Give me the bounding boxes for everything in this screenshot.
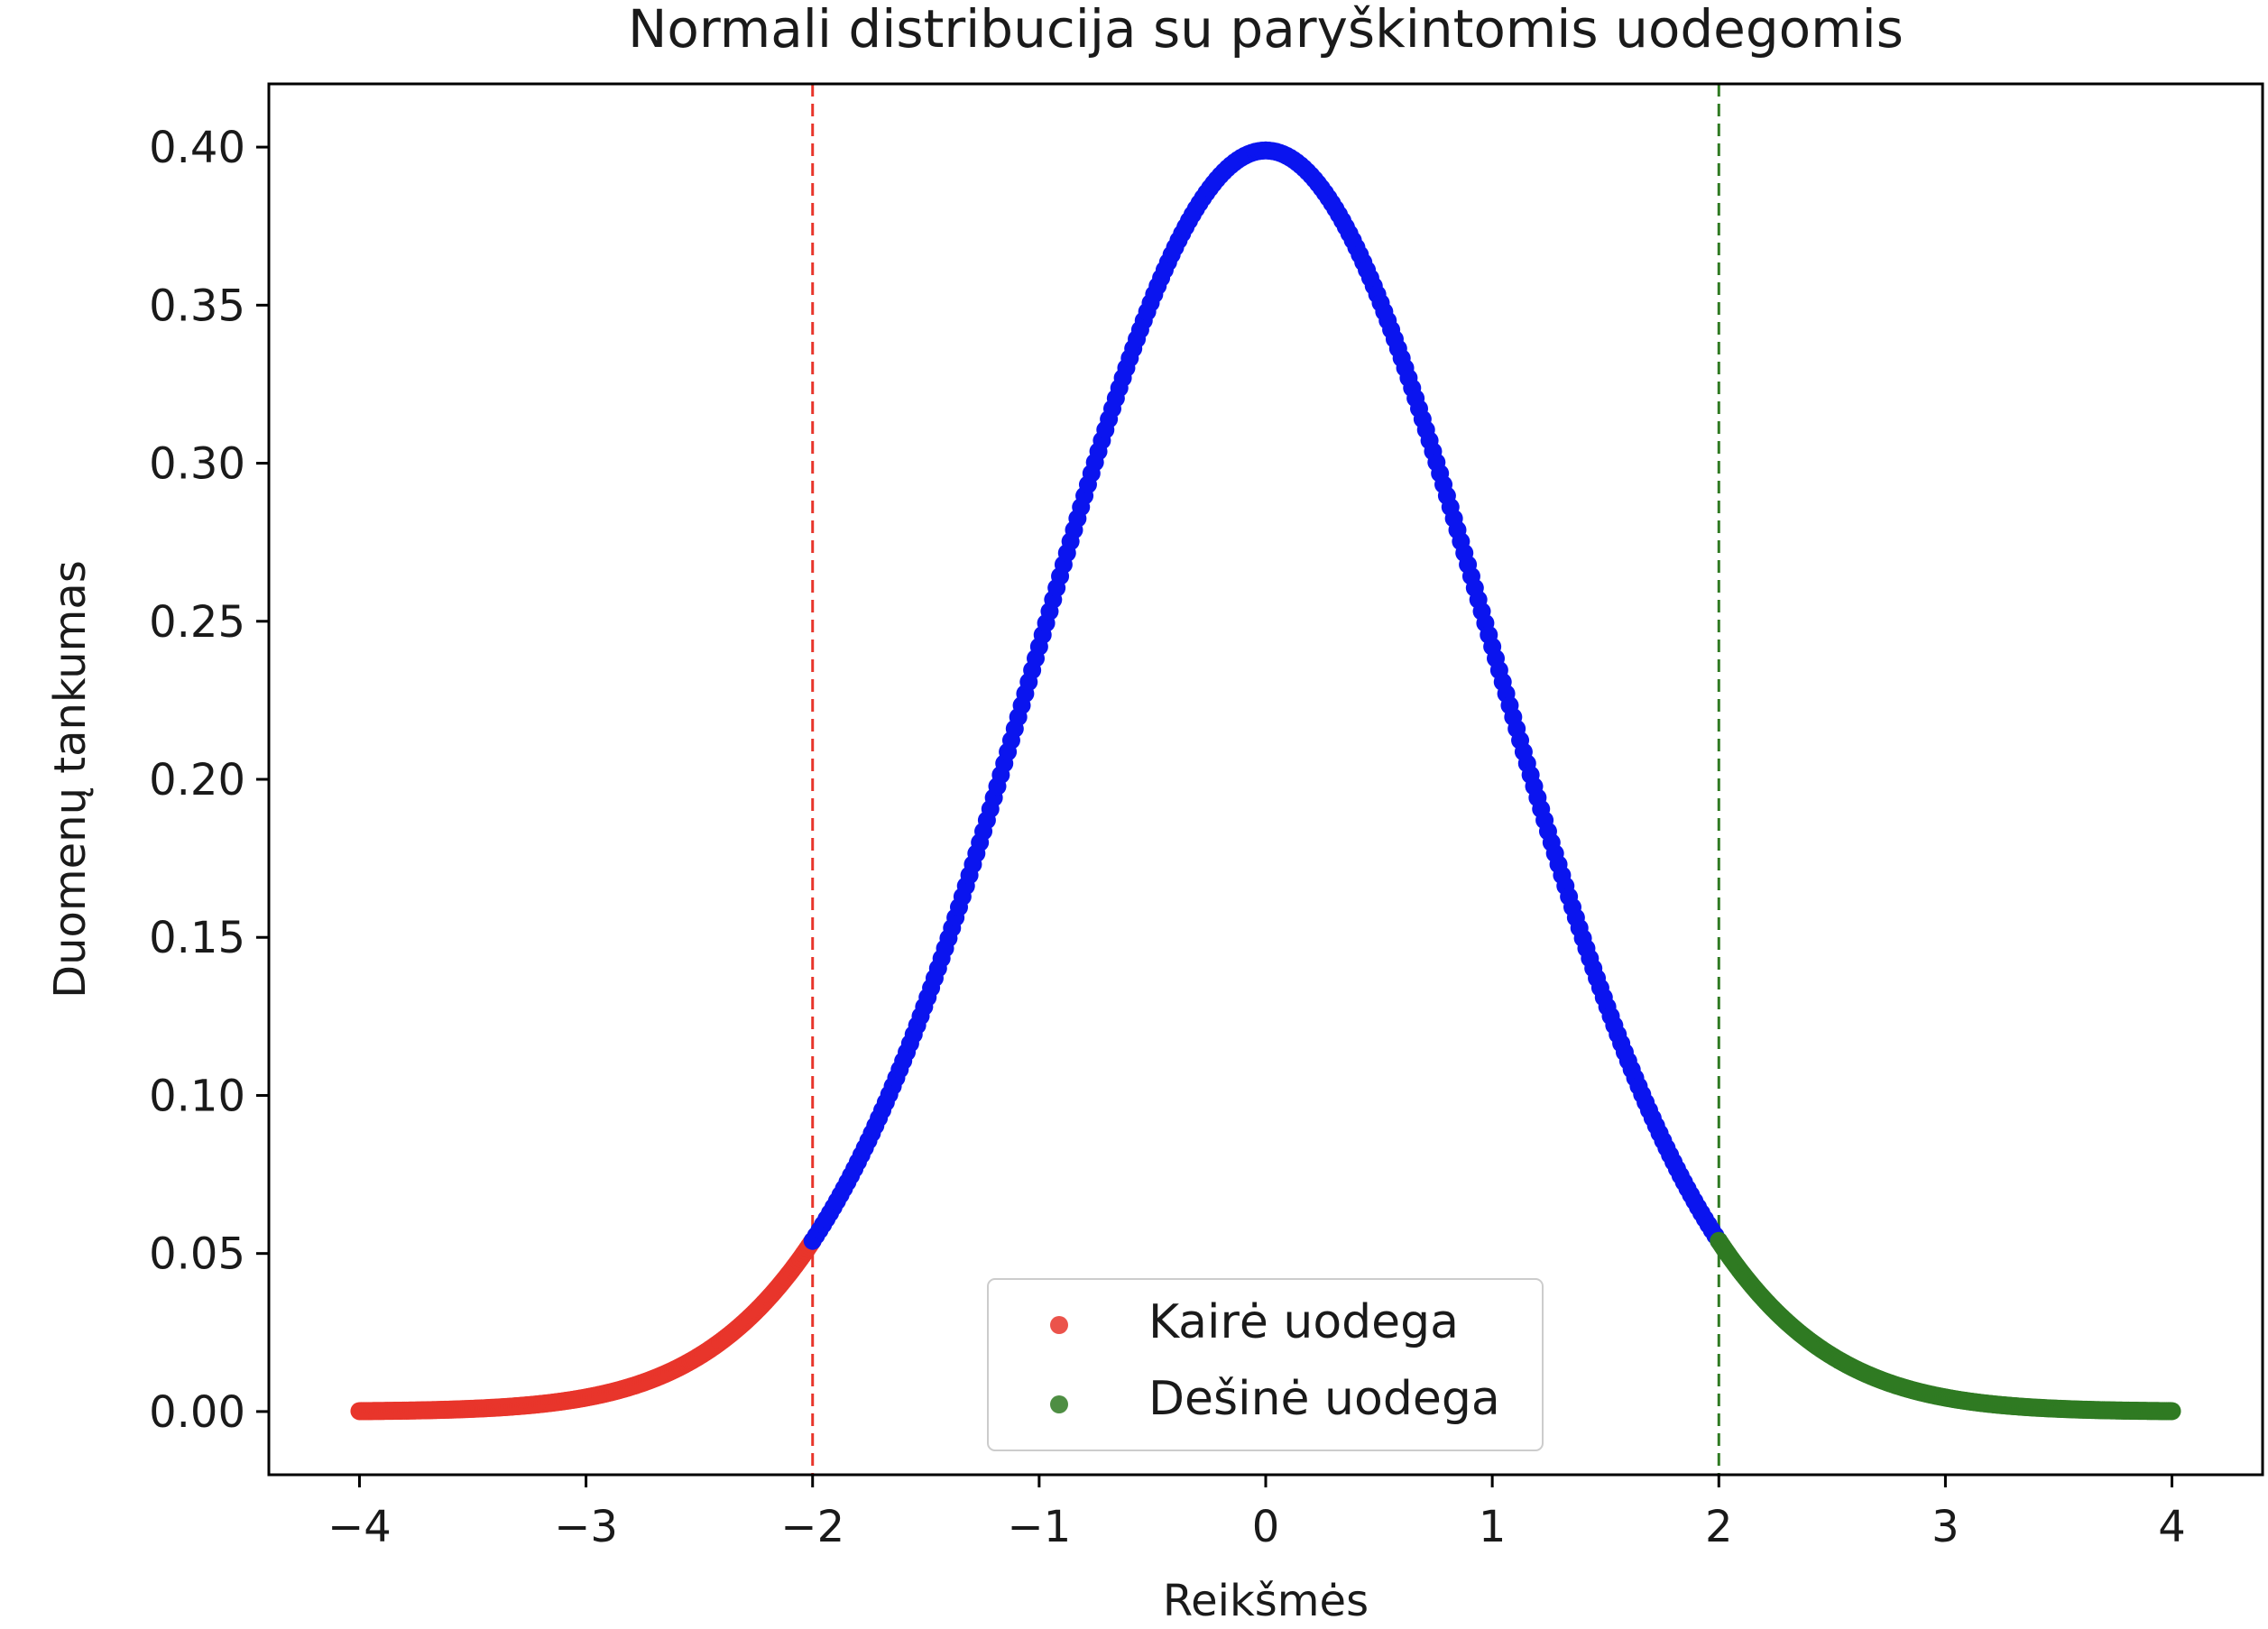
left-tail-series (350, 1231, 822, 1421)
y-axis-label: Duomenų tankumas (45, 560, 96, 999)
legend-marker-left-tail (1050, 1316, 1068, 1334)
y-tick-label: 0.10 (149, 1071, 245, 1121)
chart-title: Normali distribucija su paryškintomis uo… (628, 0, 1904, 60)
y-tick-label: 0.40 (149, 123, 245, 173)
legend-label-left-tail: Kairė uodega (1148, 1295, 1459, 1349)
x-tick-label: 0 (1252, 1502, 1280, 1552)
right-tail-point (2162, 1402, 2181, 1421)
y-tick-label: 0.05 (149, 1229, 245, 1280)
y-tick-label: 0.20 (149, 755, 245, 805)
x-axis-label: Reikšmės (1163, 1576, 1369, 1626)
legend-label-right-tail: Dešinė uodega (1148, 1372, 1500, 1426)
x-tick-label: −1 (1007, 1502, 1071, 1552)
y-tick-label: 0.25 (149, 597, 245, 648)
x-tick-label: 3 (1931, 1502, 1959, 1552)
x-tick-label: −2 (780, 1502, 844, 1552)
x-tick-label: 1 (1479, 1502, 1507, 1552)
y-tick-label: 0.30 (149, 439, 245, 490)
y-tick-label: 0.00 (149, 1387, 245, 1438)
x-tick-label: 4 (2158, 1502, 2186, 1552)
y-tick-label: 0.35 (149, 281, 245, 331)
right-tail-series (1710, 1231, 2181, 1421)
legend: Kairė uodega Dešinė uodega (987, 1278, 1544, 1451)
x-tick-label: 2 (1705, 1502, 1733, 1552)
x-tick-label: −3 (554, 1502, 618, 1552)
plot-area (350, 84, 2181, 1475)
center-series (803, 141, 1729, 1250)
plot-frame (267, 82, 2264, 1477)
y-tick-label: 0.15 (149, 913, 245, 963)
x-tick-label: −4 (327, 1502, 392, 1552)
legend-box (987, 1278, 1544, 1451)
axes: −4 −3 −2 −1 0 1 2 3 4 0.00 0.05 0.10 0.15 0.20 0.25 0.3… (149, 123, 2186, 1552)
legend-marker-right-tail (1050, 1395, 1068, 1413)
